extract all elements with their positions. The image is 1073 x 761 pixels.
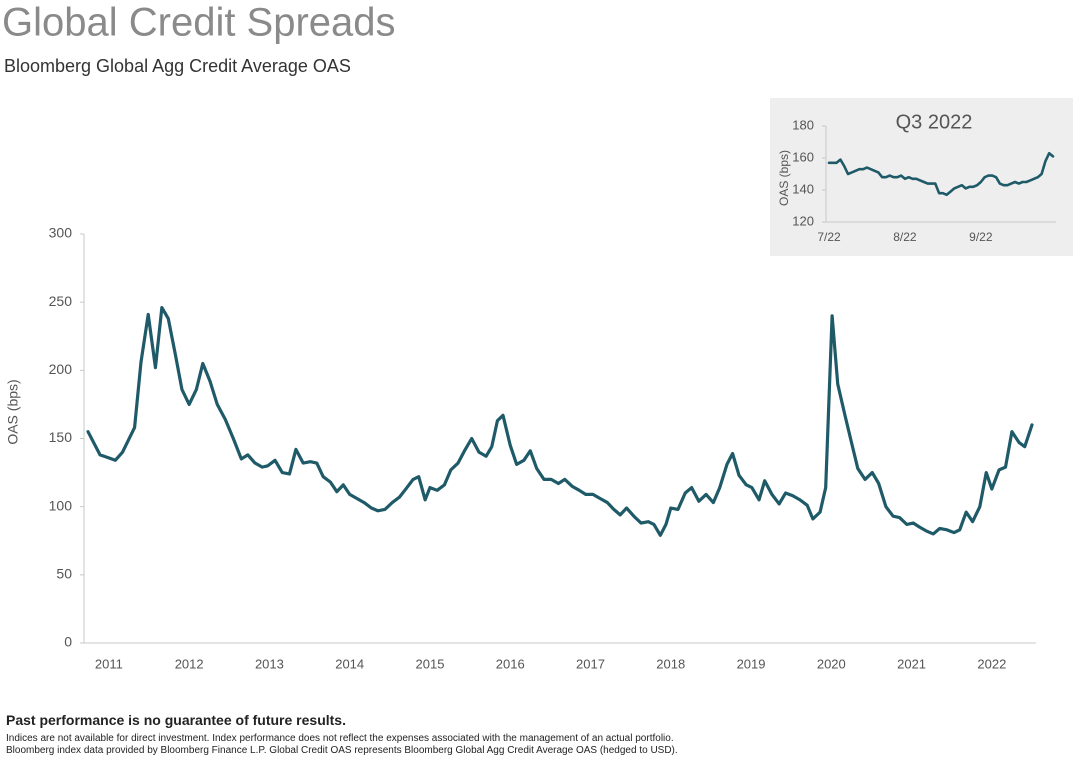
- x-tick-label: 2020: [817, 656, 846, 671]
- x-tick-label: 2011: [95, 656, 123, 671]
- chart: Global Credit Spreads Bloomberg Global A…: [2, 1, 1073, 671]
- x-tick-label: 2017: [576, 656, 605, 671]
- y-tick-label: 50: [56, 566, 72, 582]
- inset-background: [770, 98, 1073, 256]
- line: [86, 306, 1034, 537]
- footnote: Indices are not available for direct inv…: [6, 733, 674, 744]
- y-tick-label: 180: [792, 117, 814, 132]
- line: [827, 151, 1055, 197]
- y-tick-label: 0: [64, 634, 72, 650]
- x-tick-label: 7/22: [817, 230, 841, 244]
- x-tick-label: 8/22: [893, 230, 917, 244]
- y-tick-label: 160: [792, 149, 814, 164]
- chart-subtitle: Bloomberg Global Agg Credit Average OAS: [4, 56, 351, 76]
- x-tick-label: 2018: [656, 656, 685, 671]
- y-tick-label: 150: [49, 429, 73, 445]
- x-tick-label: 2022: [977, 656, 1006, 671]
- chart-title: Global Credit Spreads: [2, 1, 396, 45]
- y-tick-label: 100: [49, 497, 73, 513]
- x-tick-label: 2019: [737, 656, 766, 671]
- inset-y-axis-label: OAS (bps): [777, 150, 791, 206]
- y-tick-label: 120: [792, 213, 814, 228]
- inset-title: Q3 2022: [896, 111, 973, 133]
- footnote: Bloomberg index data provided by Bloombe…: [6, 745, 678, 756]
- y-tick-label: 200: [49, 361, 73, 377]
- x-tick-label: 9/22: [969, 230, 993, 244]
- disclaimer: Past performance is no guarantee of futu…: [6, 712, 346, 728]
- x-tick-label: 2016: [496, 656, 525, 671]
- x-tick-label: 2013: [255, 656, 284, 671]
- y-tick-label: 250: [49, 293, 73, 309]
- y-tick-label: 140: [792, 181, 814, 196]
- x-tick-label: 2015: [416, 656, 445, 671]
- y-axis-label: OAS (bps): [5, 379, 21, 444]
- x-tick-label: 2021: [897, 656, 926, 671]
- y-tick-label: 300: [49, 225, 73, 241]
- x-tick-label: 2014: [335, 656, 364, 671]
- x-tick-label: 2012: [175, 656, 204, 671]
